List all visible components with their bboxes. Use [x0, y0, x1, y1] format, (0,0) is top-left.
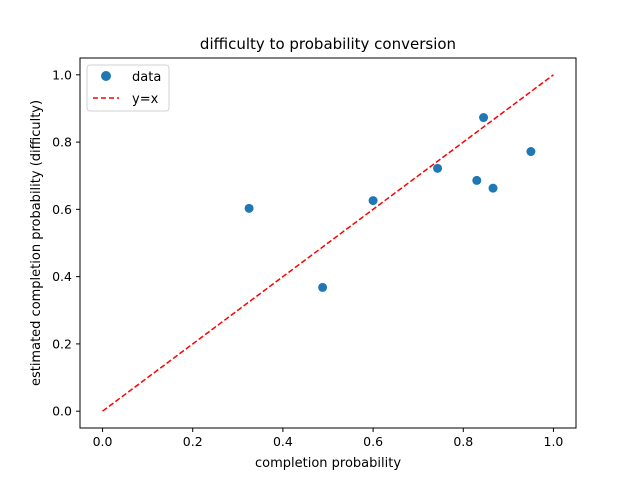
y-axis-ticks: 0.0 0.2 0.4 0.6 0.8 1.0	[52, 67, 80, 419]
y-tick-label: 0.0	[52, 404, 72, 419]
legend-label-data: data	[132, 70, 161, 85]
legend-label-yx: y=x	[132, 92, 159, 107]
data-point	[526, 147, 536, 157]
data-point	[433, 163, 443, 173]
data-point	[318, 282, 328, 292]
y-tick-label: 0.4	[52, 269, 72, 284]
data-point	[472, 175, 482, 185]
y-tick-label: 0.2	[52, 336, 72, 351]
chart-title: difficulty to probability conversion	[200, 35, 456, 53]
legend: data y=x	[86, 64, 170, 112]
data-point	[368, 196, 378, 206]
y-tick-label: 0.8	[52, 135, 72, 150]
x-tick-label: 0.2	[183, 434, 203, 449]
x-tick-label: 0.8	[453, 434, 473, 449]
x-tick-label: 0.6	[363, 434, 383, 449]
data-point	[479, 113, 489, 123]
data-point	[488, 183, 498, 193]
legend-marker-data	[101, 71, 111, 81]
x-tick-label: 0.0	[93, 434, 113, 449]
series-layer	[102, 74, 554, 412]
x-tick-label: 1.0	[544, 434, 564, 449]
y-axis-label: estimated completion probability (diffic…	[29, 100, 44, 386]
y-tick-label: 0.6	[52, 202, 72, 217]
series-line-yx	[102, 74, 554, 412]
data-point	[244, 203, 254, 213]
x-tick-label: 0.4	[273, 434, 293, 449]
x-axis-ticks: 0.0 0.2 0.4 0.6 0.8 1.0	[93, 428, 564, 449]
x-axis-label: completion probability	[255, 456, 401, 471]
y-tick-label: 1.0	[52, 67, 72, 82]
